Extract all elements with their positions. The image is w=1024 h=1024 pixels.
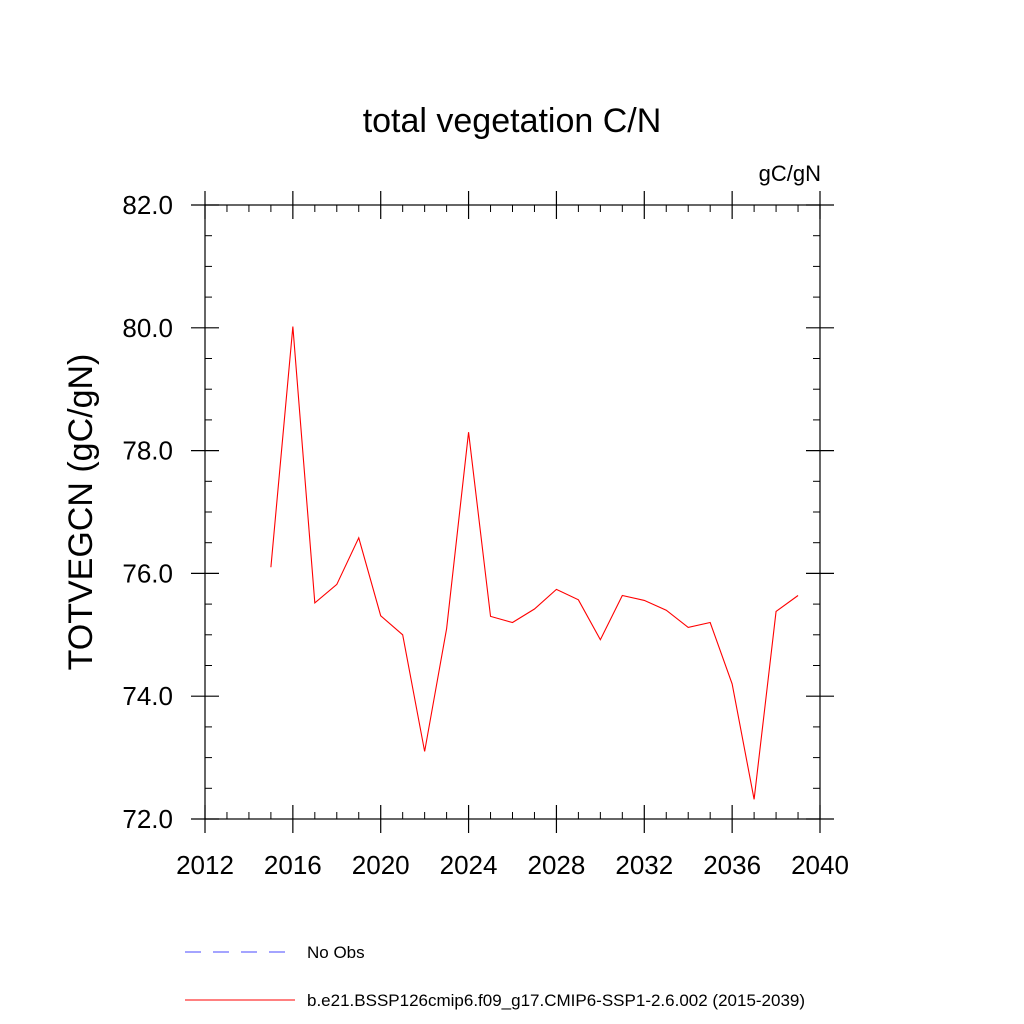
y-axis: 72.0 74.0 76.0 78.0 80.0 82.0 [122,190,834,834]
series-layer [270,326,799,800]
data-point [468,432,469,433]
y-tick-label: 76.0 [122,558,173,588]
y-tick-label: 80.0 [122,313,173,343]
data-point [622,595,623,596]
legend: No Obs b.e21.BSSP126cmip6.f09_g17.CMIP6-… [185,943,805,1010]
y-tick-label: 74.0 [122,681,173,711]
data-point [556,589,557,590]
data-point [402,634,403,635]
data-point [446,628,447,629]
data-point [292,326,293,327]
x-tick-label: 2036 [703,850,761,880]
data-point [270,567,271,568]
data-point [732,683,733,684]
legend-label-simulation: b.e21.BSSP126cmip6.f09_g17.CMIP6-SSP1-2.… [307,991,805,1010]
plot-frame [204,204,821,820]
x-axis: 2012 2016 2020 2024 2028 2032 2036 2040 [176,191,849,880]
data-point [666,610,667,611]
y-axis-label: TOTVEGCN (gC/gN) [62,354,100,671]
data-point [578,599,579,600]
data-point [754,799,755,800]
data-point [797,595,798,596]
x-tick-label: 2020 [352,850,410,880]
data-point [512,622,513,623]
y-tick-label: 72.0 [122,804,173,834]
x-tick-label: 2024 [440,850,498,880]
data-point [314,602,315,603]
x-tick-label: 2028 [528,850,586,880]
legend-label-no-obs: No Obs [307,943,365,962]
x-tick-label: 2040 [791,850,849,880]
data-point [534,608,535,609]
data-point [644,600,645,601]
units-label: gC/gN [759,161,821,186]
series-line [270,326,799,800]
x-tick-label: 2032 [615,850,673,880]
data-point [600,639,601,640]
data-point [336,584,337,585]
data-point [380,615,381,616]
y-tick-label: 82.0 [122,190,173,220]
data-point [490,616,491,617]
x-tick-label: 2016 [264,850,322,880]
x-tick-label: 2012 [176,850,234,880]
data-point [688,627,689,628]
data-point [358,537,359,538]
data-point [775,611,776,612]
chart-title: total vegetation C/N [363,102,662,140]
y-tick-label: 78.0 [122,436,173,466]
data-point [710,622,711,623]
data-point [424,751,425,752]
